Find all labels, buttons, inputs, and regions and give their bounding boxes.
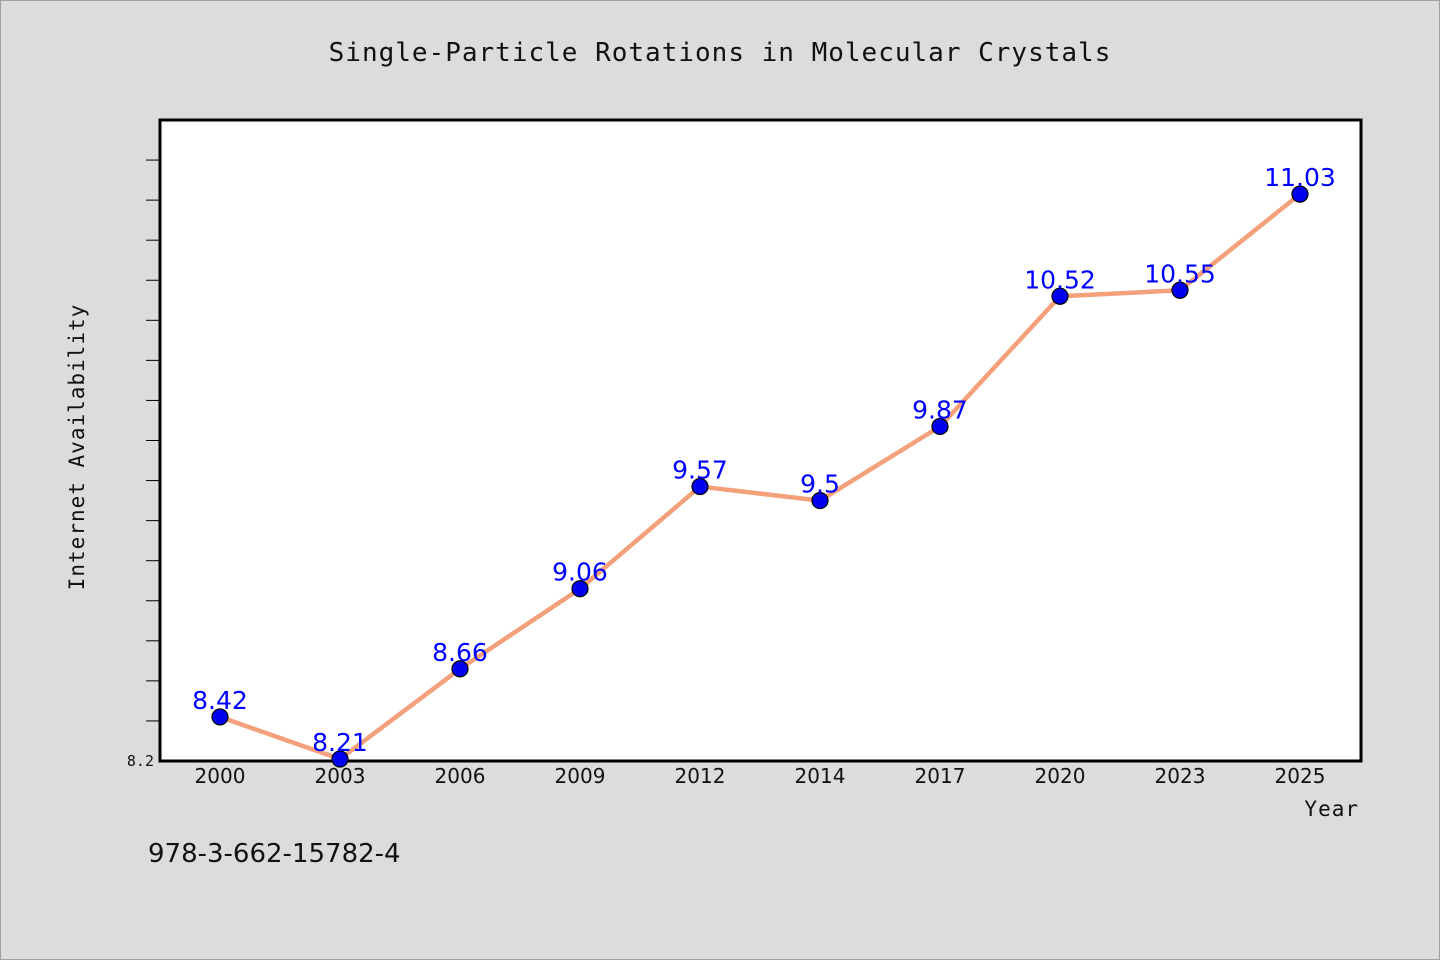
- x-tick-label: 2000: [195, 764, 246, 788]
- data-labels: 8.42 8.21 8.66 9.06 9.57 9.5 9.87 10.52 10.55 11.…: [192, 163, 1336, 757]
- y-axis-ticks: [146, 159, 160, 722]
- x-tick-label: 2012: [675, 764, 726, 788]
- data-point: [1291, 185, 1309, 203]
- data-label: 9.5: [800, 470, 840, 499]
- data-point: [1051, 287, 1069, 305]
- series-line-group: [219, 192, 1302, 762]
- x-tick-label: 2020: [1035, 764, 1086, 788]
- y-axis-label: Internet Availability: [65, 304, 89, 591]
- data-point: [211, 708, 229, 726]
- x-tick-label: 2025: [1275, 764, 1326, 788]
- data-label: 8.42: [192, 686, 248, 715]
- data-label: 10.52: [1024, 265, 1096, 294]
- data-markers: [211, 185, 1309, 768]
- x-tick-label: 2006: [435, 764, 486, 788]
- x-tick-label: 2009: [555, 764, 606, 788]
- x-tick-label: 2003: [315, 764, 366, 788]
- isbn-text: 978-3-662-15782-4: [148, 839, 401, 869]
- y-tick-label: 8.2: [127, 752, 154, 770]
- x-axis-label: Year: [1304, 797, 1359, 821]
- data-label: 11.03: [1264, 163, 1336, 192]
- data-point: [691, 477, 709, 496]
- plot-area: [158, 118, 1363, 763]
- x-axis-tick-labels: 2000 2003 2006 2009 2012 2014 2017 2020 2023 2025: [195, 764, 1326, 788]
- data-label: 10.55: [1144, 259, 1216, 288]
- data-label: 9.57: [672, 456, 728, 485]
- data-point: [811, 491, 829, 510]
- data-point: [571, 580, 589, 598]
- data-label: 8.66: [432, 638, 488, 667]
- data-label: 9.06: [552, 558, 608, 587]
- data-point: [1171, 281, 1189, 299]
- data-point: [331, 750, 349, 768]
- chart-title: Single-Particle Rotations in Molecular C…: [329, 38, 1112, 68]
- data-label: 9.87: [912, 395, 968, 424]
- data-point: [931, 417, 949, 436]
- series-line: [219, 192, 1302, 762]
- data-point: [451, 660, 469, 678]
- data-label: 8.21: [312, 728, 368, 757]
- x-tick-label: 2014: [795, 764, 846, 788]
- x-tick-label: 2017: [915, 764, 966, 788]
- x-tick-label: 2023: [1155, 764, 1206, 788]
